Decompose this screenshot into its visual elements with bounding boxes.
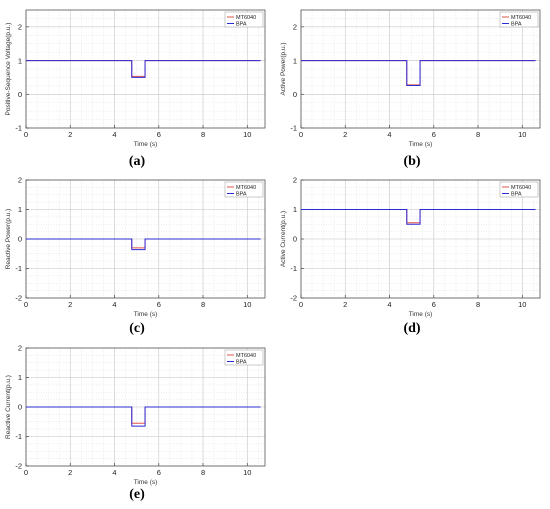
legend-entry: MT6040	[236, 185, 256, 191]
x-tick-label: 10	[243, 300, 251, 309]
chart-e: 0 2 4 6 8 10 -2 -1 0 1 2 Time (s) Reactive Current(p…	[5, 344, 266, 486]
y-axis-label: Positive-Sequence Voltage(p.u.)	[5, 23, 12, 116]
chart-d: 0 2 4 6 8 10 -2 -1 0 1 2 Time (s) Active Current(p.u…	[280, 176, 541, 318]
y-tick-label: 0	[18, 90, 22, 99]
y-tick-label: 2	[18, 23, 22, 32]
y-tick-label: 2	[18, 176, 22, 185]
series-line-bpa	[26, 406, 261, 427]
y-tick-label: -2	[15, 294, 22, 303]
x-tick-label: 4	[112, 468, 116, 477]
x-tick-label: 0	[299, 130, 303, 139]
x-tick-label: 6	[157, 468, 161, 477]
x-tick-label: 8	[476, 130, 480, 139]
x-tick-label: 6	[432, 130, 436, 139]
legend-entry: BPA	[236, 360, 247, 366]
x-tick-label: 10	[518, 130, 526, 139]
x-tick-label: 2	[68, 300, 72, 309]
y-tick-label: 1	[293, 205, 297, 214]
y-tick-label: -1	[15, 124, 22, 133]
y-tick-label: 0	[293, 90, 297, 99]
x-tick-label: 6	[432, 300, 436, 309]
y-axis-label: Active Current(p.u.)	[280, 211, 287, 267]
y-axis-label: Reactive Current(p.u.)	[5, 375, 12, 439]
x-tick-label: 4	[112, 130, 116, 139]
x-tick-label: 4	[112, 300, 116, 309]
series-line-bpa	[301, 209, 536, 225]
y-tick-label: 1	[18, 56, 22, 65]
legend-box	[499, 181, 539, 198]
x-tick-label: 8	[201, 300, 205, 309]
series-line-bpa	[26, 60, 261, 78]
plot-frame	[300, 9, 541, 129]
x-axis-label: Time (s)	[134, 479, 158, 486]
x-tick-label: 2	[68, 468, 72, 477]
y-tick-label: 0	[18, 235, 22, 244]
y-tick-label: -1	[15, 264, 22, 273]
legend-box	[224, 181, 264, 198]
legend-entry: MT6040	[511, 185, 531, 191]
y-tick-label: -2	[15, 462, 22, 471]
x-tick-label: 8	[201, 468, 205, 477]
x-tick-label: 10	[518, 300, 526, 309]
legend-entry: BPA	[511, 22, 522, 28]
x-axis-label: Time (s)	[134, 311, 158, 318]
legend-entry: MT6040	[236, 15, 256, 21]
x-tick-label: 4	[387, 300, 391, 309]
chart-c: 0 2 4 6 8 10 -2 -1 0 1 2 Time (s) Reactive Power(p.u…	[5, 176, 266, 318]
x-tick-label: 10	[243, 468, 251, 477]
x-tick-label: 6	[157, 300, 161, 309]
x-tick-label: 2	[343, 300, 347, 309]
x-tick-label: 8	[476, 300, 480, 309]
x-axis-label: Time (s)	[409, 141, 433, 148]
panel-label-a: (a)	[128, 154, 146, 169]
y-tick-label: 1	[18, 373, 22, 382]
series-line-bpa	[26, 238, 261, 251]
x-tick-label: 10	[243, 130, 251, 139]
x-tick-label: 0	[299, 300, 303, 309]
plot-frame	[25, 9, 266, 129]
y-tick-label: 1	[293, 56, 297, 65]
panel-label-d: (d)	[403, 321, 421, 336]
x-tick-label: 0	[24, 130, 28, 139]
x-axis-label: Time (s)	[409, 311, 433, 318]
y-tick-label: 1	[18, 205, 22, 214]
panel-label-c: (c)	[129, 321, 145, 336]
legend-entry: BPA	[236, 192, 247, 198]
legend-box	[224, 349, 264, 366]
x-tick-label: 2	[343, 130, 347, 139]
y-tick-label: 0	[293, 235, 297, 244]
legend-box	[224, 11, 264, 28]
x-tick-label: 0	[24, 300, 28, 309]
legend-entry: BPA	[511, 192, 522, 198]
legend-entry: MT6040	[236, 353, 256, 359]
legend-box	[499, 11, 539, 28]
x-tick-label: 0	[24, 468, 28, 477]
legend-entry: BPA	[236, 22, 247, 28]
x-tick-label: 6	[157, 130, 161, 139]
x-tick-label: 4	[387, 130, 391, 139]
legend-entry: MT6040	[511, 15, 531, 21]
y-tick-label: -1	[290, 264, 297, 273]
y-axis-label: Reactive Power(p.u.)	[5, 209, 12, 270]
x-axis-label: Time (s)	[134, 141, 158, 148]
panel-label-b: (b)	[403, 154, 421, 169]
x-tick-label: 8	[201, 130, 205, 139]
y-tick-label: 2	[293, 23, 297, 32]
y-tick-label: -2	[290, 294, 297, 303]
x-tick-label: 2	[68, 130, 72, 139]
y-tick-label: 0	[18, 403, 22, 412]
series-line-bpa	[301, 60, 536, 87]
panel-label-e: (e)	[129, 487, 145, 502]
y-tick-label: 2	[18, 344, 22, 353]
y-tick-label: -1	[15, 432, 22, 441]
y-tick-label: 2	[293, 176, 297, 185]
y-tick-label: -1	[290, 124, 297, 133]
y-axis-label: Active Power(p.u.)	[280, 42, 287, 95]
